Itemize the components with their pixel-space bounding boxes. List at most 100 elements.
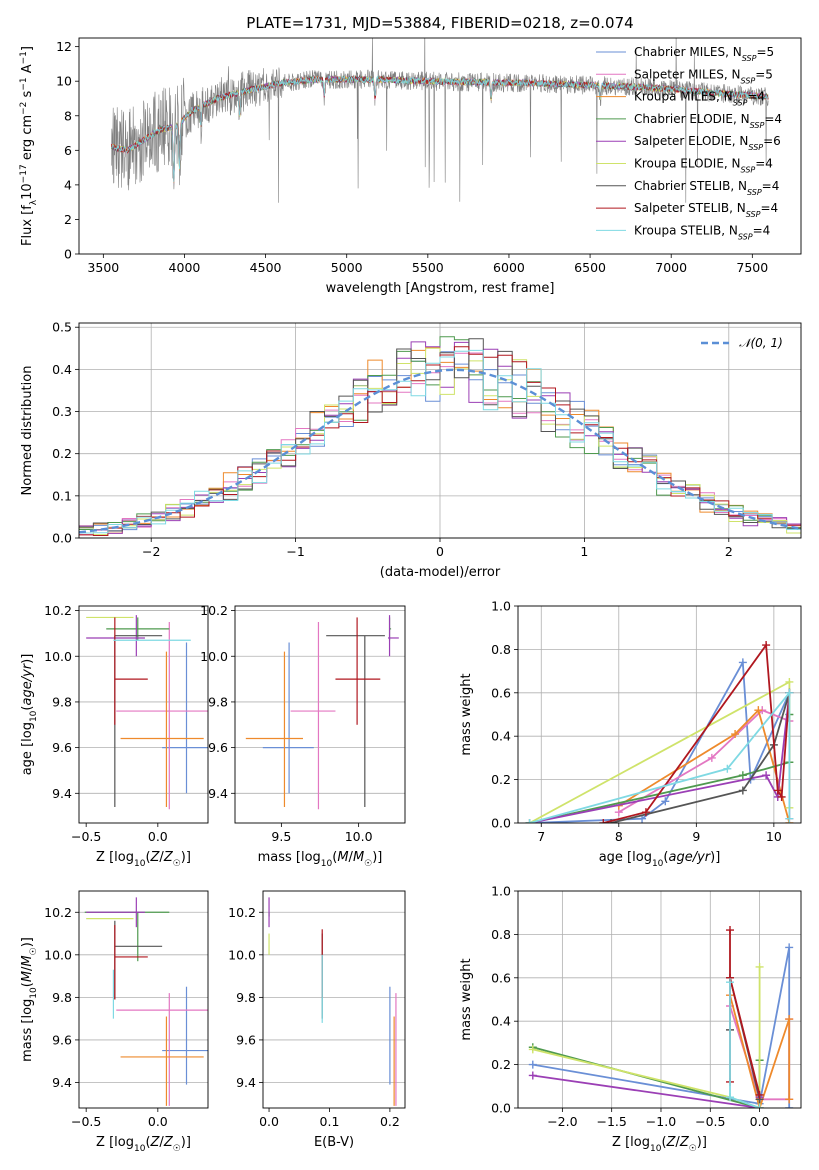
- y-tick-label: 9.4: [208, 786, 228, 801]
- x-tick-label: 5000: [331, 260, 363, 275]
- y-tick-label: 0.2: [52, 446, 72, 461]
- mass-weight-point-marker: [707, 753, 716, 762]
- mass-weight-line-model-6: [529, 680, 791, 823]
- mass-weight-point-marker: [754, 706, 763, 715]
- mass-weight-point-marker: [785, 677, 794, 686]
- mass-weight-point-marker: [726, 978, 735, 987]
- y-tick-label: 9.6: [52, 1032, 72, 1047]
- mass-vs-Z-plot-area: [84, 897, 208, 1106]
- x-tick-label: 10: [766, 829, 782, 844]
- x-tick-label: 0.0: [148, 829, 168, 844]
- errorbar-point-model-3: [120, 1016, 204, 1106]
- mass-weight-point-marker: [723, 764, 732, 773]
- age-vs-Z-plot-area: [86, 615, 208, 810]
- model-spectrum-7: [111, 75, 769, 180]
- errorbar-point-model-7: [114, 635, 163, 808]
- massweight-vs-age-panel: 7 8 9 10 0.0 0.2 0.4 0.6 0.8 1.0 age [log10(age/yr…: [459, 599, 802, 869]
- y-tick-label: 0.4: [491, 1014, 511, 1029]
- y-tick-label: 9.6: [52, 740, 72, 755]
- y-tick-label: 9.6: [208, 740, 228, 755]
- massweight-vs-Z-panel: −2.0 −1.5 −1.0 −0.5 0.0 0.0 0.2 0.4 0.6 0.8 1.0 Z […: [459, 884, 802, 1154]
- y-tick-label: 9.8: [52, 990, 72, 1005]
- x-tick-label: 6500: [574, 260, 606, 275]
- y-tick-label: 0.0: [52, 531, 72, 546]
- errorbar-point-model-2: [116, 993, 208, 1106]
- errorbar-point-model-4: [84, 911, 170, 962]
- mass-weight-point-marker: [762, 771, 771, 780]
- mass-weight-point-marker: [661, 797, 670, 806]
- y-tick-label: 9.6: [236, 1032, 256, 1047]
- y-tick-label: 10.0: [44, 649, 72, 664]
- x-tick-label: 5500: [412, 260, 444, 275]
- mass-weight-point-marker: [528, 1071, 537, 1080]
- mass-weight-point-marker: [785, 1104, 794, 1108]
- normal-reference-curve: [79, 368, 801, 534]
- x-tick-label: 0.0: [148, 1114, 168, 1129]
- mass-weight-line-model-9: [529, 690, 791, 823]
- spectrum-plot-area: [111, 38, 769, 203]
- y-tick-label: 9.4: [236, 1075, 256, 1090]
- mass-weight-line-model-5: [529, 692, 791, 823]
- x-tick-label: 0: [436, 544, 444, 559]
- y-tick-label: 0.1: [52, 488, 72, 503]
- axes-frame: [78, 605, 209, 824]
- spectrum-panel: Chabrier MILES, NSSP=5 Salpeter MILES, NS…: [19, 37, 802, 296]
- errorbar-point-model-5: [388, 615, 399, 657]
- y-tick-label: 10.0: [200, 649, 228, 664]
- x-axis-label: (data-model)/error: [380, 565, 501, 580]
- x-axis-label: E(B-V): [314, 1135, 354, 1150]
- errorbar-point-model-1: [162, 986, 208, 1085]
- legend-entry-label: Kroupa STELIB, NSSP=4: [634, 223, 770, 241]
- y-tick-label: 0.2: [491, 1057, 511, 1072]
- mass-weight-point-marker: [755, 962, 764, 971]
- age-vs-mass-panel: 9.5 10.0 9.4 9.6 9.8 10.0 10.2 mass [log10(M/M☉…: [200, 603, 406, 869]
- mass-weight-line-model-3: [618, 708, 791, 823]
- x-tick-label: 9.5: [271, 829, 291, 844]
- errorbar-point-model-8: [114, 925, 148, 1000]
- mass-weight-point-marker: [599, 819, 608, 823]
- x-tick-label: 9: [692, 829, 700, 844]
- errorbar-point-model-3: [245, 651, 303, 808]
- errorbar-point-model-5: [86, 897, 145, 928]
- mass-weight-line-model-5: [532, 1074, 761, 1108]
- legend-entry-label: Salpeter STELIB, NSSP=4: [634, 201, 778, 219]
- x-tick-label: 0.1: [320, 1114, 340, 1129]
- mass-weight-line-model-8: [603, 642, 791, 823]
- y-tick-label: 0.6: [491, 685, 511, 700]
- residuals-plot-area: [79, 336, 801, 536]
- x-tick-label: −1.5: [596, 1114, 626, 1129]
- y-tick-label: 10.2: [44, 603, 72, 618]
- y-tick-label: 0.0: [491, 816, 511, 831]
- y-tick-label: 1.0: [491, 884, 511, 899]
- model-spectrum-9: [111, 75, 769, 183]
- errorbar-point-model-1: [162, 642, 208, 794]
- mass-weight-line-model-3: [729, 994, 791, 1108]
- x-tick-label: −1: [286, 544, 304, 559]
- axes-frame: [517, 605, 802, 824]
- mass-weight-point-marker: [762, 641, 771, 650]
- legend-entry-label: Salpeter ELODIE, NSSP=6: [634, 134, 781, 152]
- y-tick-label: 2: [64, 212, 72, 227]
- y-tick-label: 10.2: [44, 905, 72, 920]
- y-tick-label: 9.8: [236, 990, 256, 1005]
- residual-histogram-9: [79, 349, 801, 534]
- y-tick-label: 0.8: [491, 927, 511, 942]
- y-tick-label: 10.2: [200, 603, 228, 618]
- errorbar-point-model-2: [116, 621, 208, 810]
- residuals-panel: 𝒩(0, 1) −2 −1 0 1 2 0.0 0.1 0.2 0.3 0.4 0.5 (data-mo…: [20, 320, 802, 580]
- errorbar-point-model-8: [335, 617, 381, 725]
- y-tick-label: 9.4: [52, 1075, 72, 1090]
- x-tick-label: 6000: [493, 260, 525, 275]
- y-axis-label: mass [log10(M/M☉)]: [20, 937, 39, 1062]
- x-tick-label: 7: [537, 829, 545, 844]
- massweight-vs-age-plot-area: [525, 641, 794, 823]
- y-axis-label: Normed distribution: [20, 366, 35, 496]
- y-tick-label: 9.4: [52, 786, 72, 801]
- legend-entry-label: Kroupa MILES, NSSP=4: [634, 90, 765, 108]
- y-tick-label: 10: [56, 74, 72, 89]
- mass-weight-point-marker: [726, 926, 735, 935]
- legend-entry-label: Chabrier ELODIE, NSSP=4: [634, 112, 782, 129]
- legend-entry-label: Salpeter MILES, NSSP=5: [634, 67, 773, 85]
- y-axis-label: age [log10(age/yr)]: [20, 654, 39, 776]
